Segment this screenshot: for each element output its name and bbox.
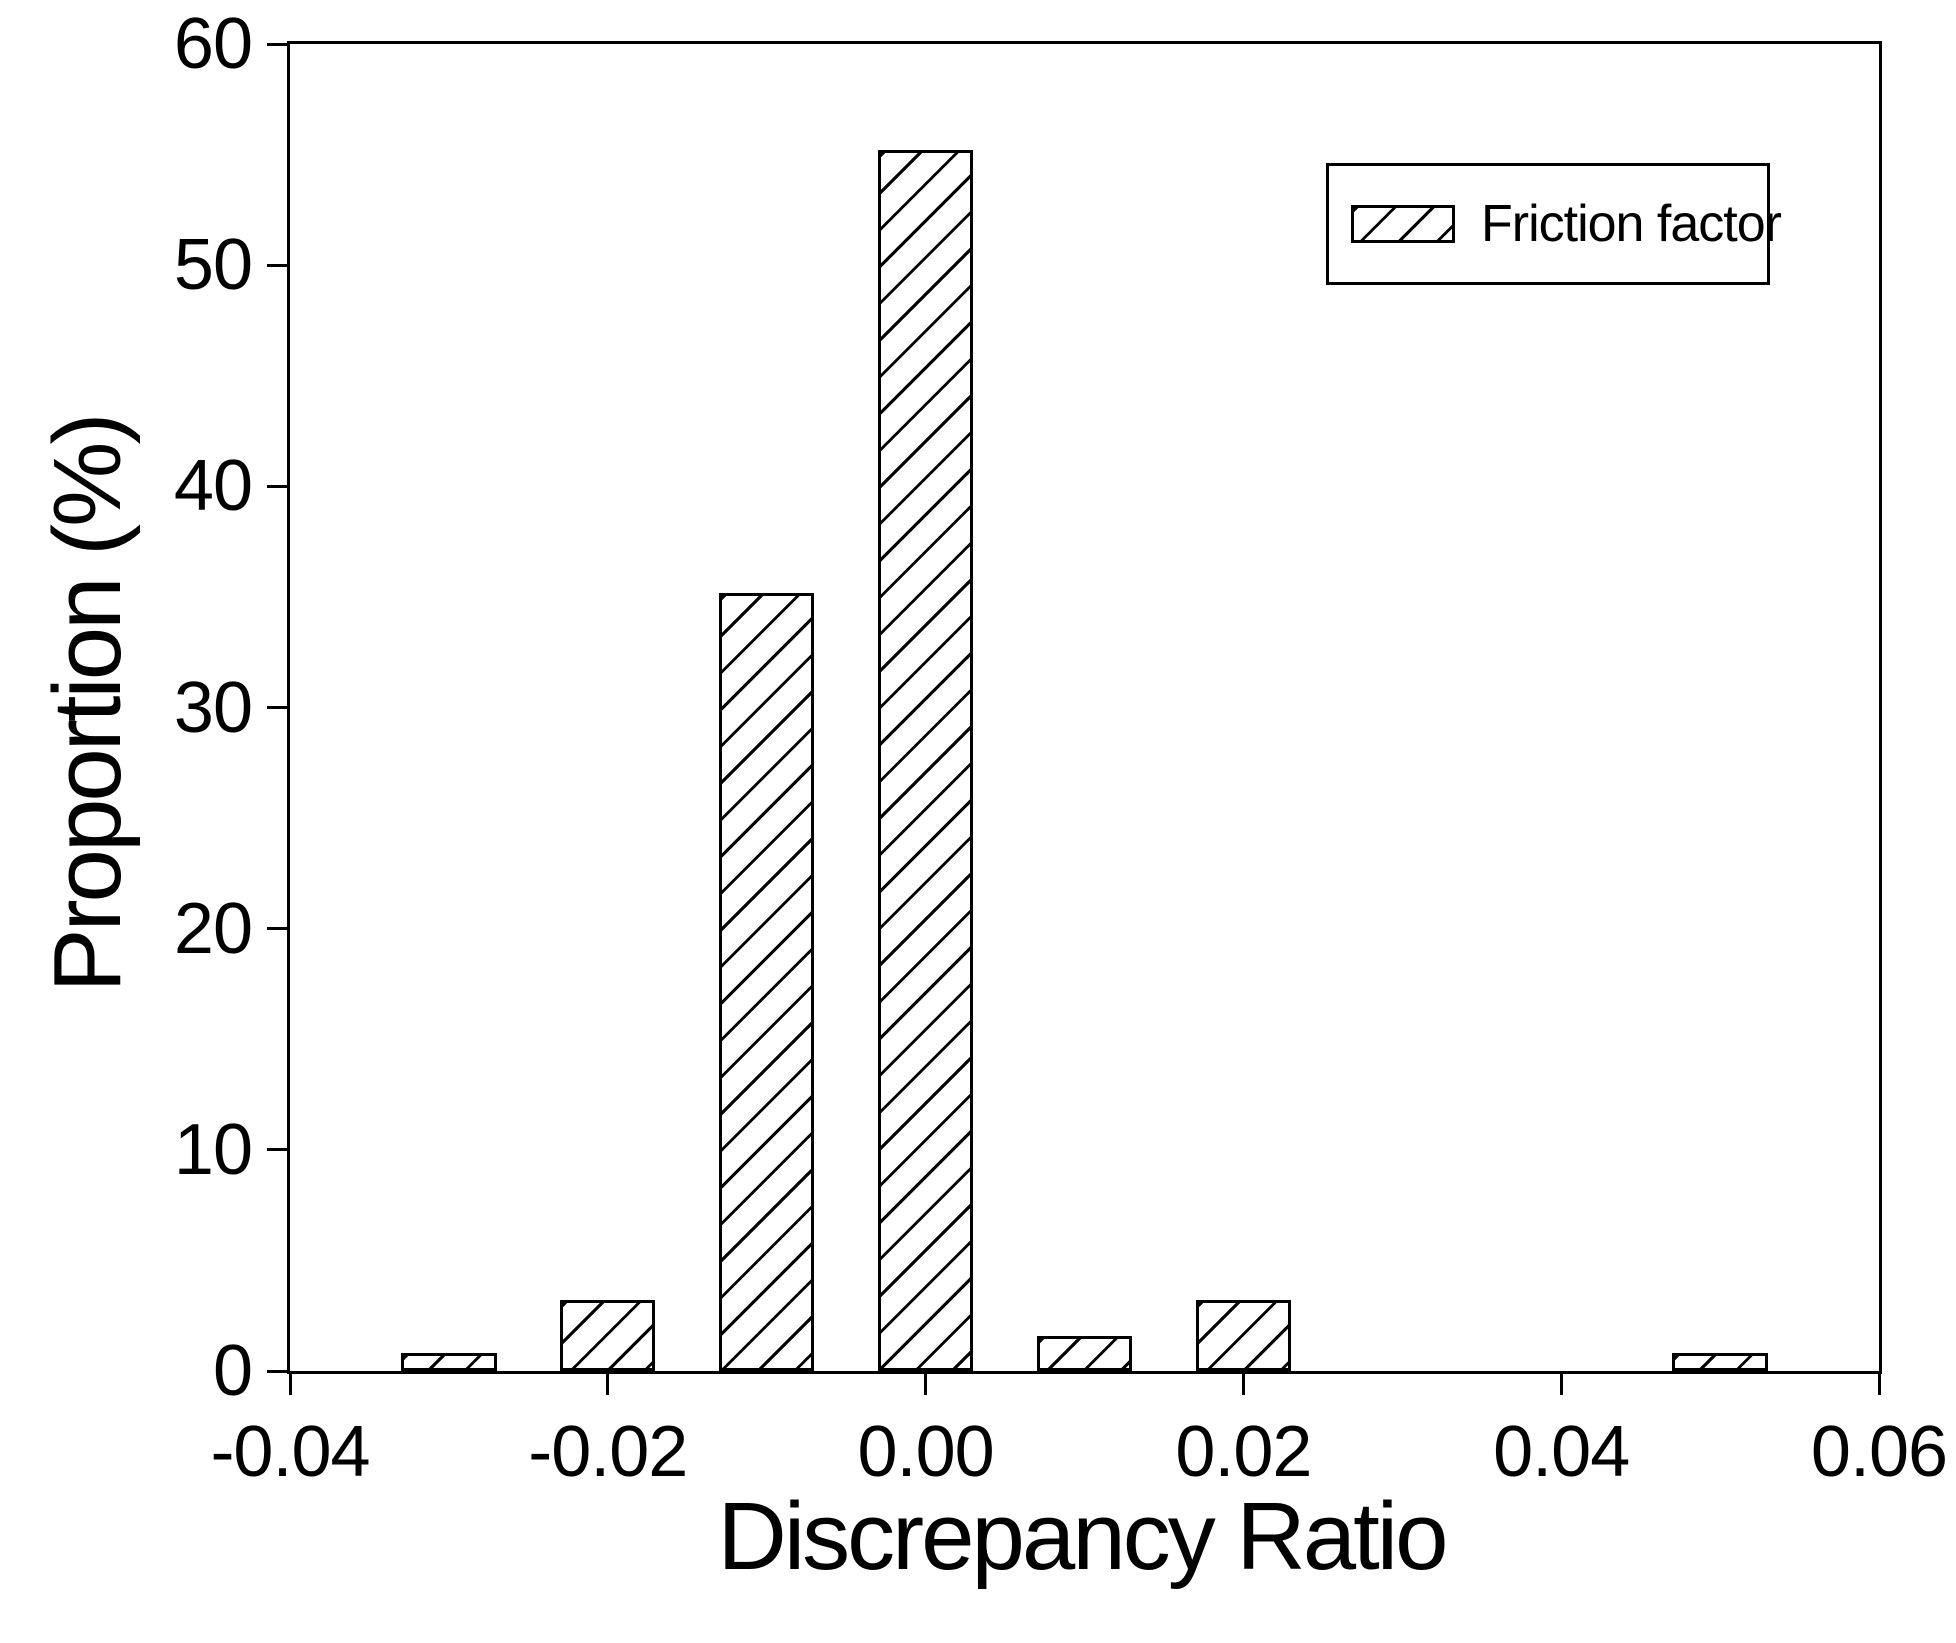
histogram-bar [560,1300,656,1371]
y-axis-tick [267,1148,287,1152]
y-axis-tick-label: 0 [212,1331,253,1411]
histogram-bar [1195,1300,1292,1371]
x-axis-tick-label: -0.04 [210,1412,370,1492]
x-axis-tick-label: 0.02 [1175,1412,1312,1492]
y-axis-tick-label: 60 [173,4,253,84]
histogram-bar [1672,1353,1768,1371]
histogram-bar [719,592,815,1371]
x-axis-tick-label: 0.04 [1493,1412,1630,1492]
x-axis-title: Discrepancy Ratio [717,1483,1449,1590]
x-axis-tick [1241,1374,1245,1395]
plot-area: 0 10 20 30 40 50 60 -0.04 -0.02 0.00 0.02 0.04 0.06 F… [174,8,1948,1488]
y-axis-tick [267,1369,287,1373]
y-axis-tick [267,484,287,488]
legend-label: Friction factor [1481,195,1782,253]
y-axis-tick-label: 50 [173,225,253,306]
x-axis-tick [1877,1374,1881,1395]
y-axis-tick [267,263,287,267]
histogram-bar [401,1353,497,1371]
y-axis-tick-label: 20 [173,888,253,969]
y-axis-tick-label: 30 [173,667,253,748]
histogram-bar [877,150,974,1371]
x-axis-tick-label: 0.00 [857,1412,995,1492]
y-axis-tick [267,42,287,46]
y-axis-tick-label: 10 [173,1109,253,1190]
x-axis-tick [1559,1374,1563,1395]
y-axis-tick [267,927,287,931]
legend: Friction factor [1326,163,1782,285]
x-axis-tick [924,1374,928,1395]
x-axis-tick [288,1374,292,1395]
histogram-bar [1036,1335,1133,1371]
legend-hatch-swatch-icon [1351,205,1455,243]
x-axis-tick [606,1374,610,1395]
x-axis-tick-label: -0.02 [528,1412,688,1492]
y-axis-tick-label: 40 [173,446,253,527]
x-axis-tick-label: 0.06 [1810,1412,1948,1492]
y-axis-tick [267,706,287,709]
